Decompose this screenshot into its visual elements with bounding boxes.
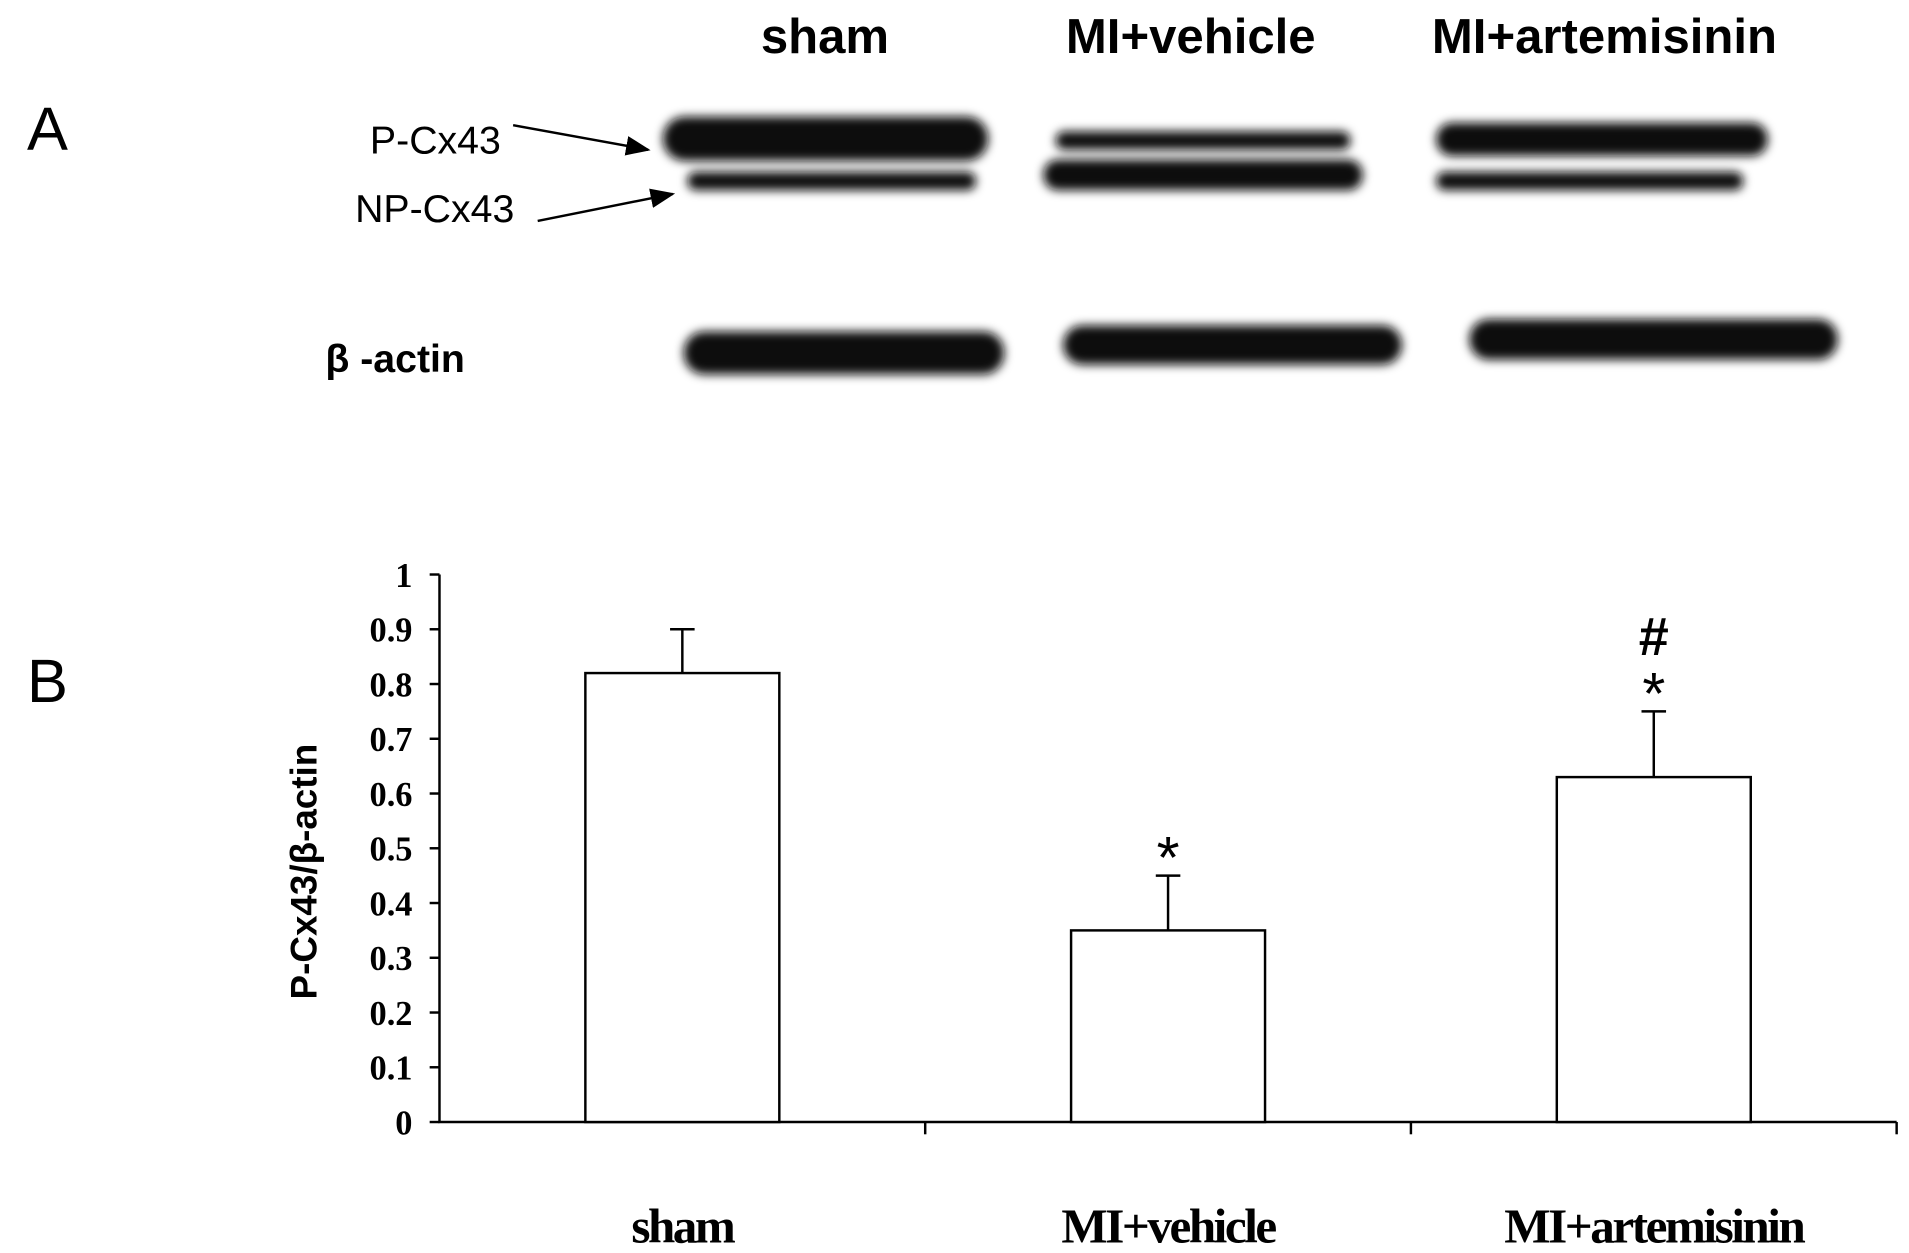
band bbox=[1436, 171, 1744, 191]
band bbox=[1043, 159, 1363, 191]
band bbox=[1063, 325, 1402, 365]
y-tick-label: 0.8 bbox=[370, 666, 413, 704]
band-label: NP-Cx43 bbox=[355, 187, 514, 231]
lane-label: sham bbox=[761, 10, 889, 64]
x-tick-label: sham bbox=[631, 1198, 736, 1253]
significance-mark: # bbox=[1639, 607, 1669, 667]
x-tick-label: MI+vehicle bbox=[1061, 1198, 1276, 1253]
y-tick-label: 1 bbox=[395, 557, 412, 595]
y-tick-label: 0.4 bbox=[370, 885, 413, 923]
panel-label: B bbox=[27, 647, 68, 716]
significance-mark: * bbox=[1642, 662, 1665, 727]
bar bbox=[1555, 775, 1752, 1124]
band-label: β -actin bbox=[325, 337, 465, 381]
panel-label: A bbox=[27, 95, 68, 164]
blot bbox=[662, 116, 1838, 375]
y-tick-label: 0.9 bbox=[370, 612, 413, 650]
lane-label: MI+vehicle bbox=[1066, 10, 1316, 64]
band bbox=[687, 171, 976, 191]
significance-mark: * bbox=[1157, 826, 1180, 891]
y-axis-title: P-Cx43/β-actin bbox=[284, 744, 325, 1000]
band bbox=[683, 331, 1005, 375]
band bbox=[1436, 122, 1768, 156]
band bbox=[1469, 319, 1838, 360]
error-bar bbox=[670, 628, 695, 674]
arrow bbox=[537, 188, 676, 223]
bar bbox=[584, 671, 781, 1124]
band bbox=[662, 116, 989, 161]
bar bbox=[1069, 929, 1267, 1124]
lane-label: MI+artemisinin bbox=[1432, 10, 1777, 64]
y-tick-label: 0.6 bbox=[370, 776, 413, 814]
y-tick-label: 0 bbox=[395, 1104, 412, 1142]
y-tick-label: 0.5 bbox=[370, 831, 413, 869]
arrow bbox=[512, 124, 651, 156]
y-tick-label: 0.1 bbox=[370, 1050, 413, 1088]
x-tick-label: MI+artemisinin bbox=[1504, 1198, 1805, 1253]
error-bar bbox=[1641, 710, 1667, 778]
error-bar bbox=[1155, 874, 1181, 931]
y-tick-label: 0.3 bbox=[370, 940, 413, 978]
band-label: P-Cx43 bbox=[370, 118, 501, 162]
band bbox=[1055, 131, 1351, 150]
y-tick-label: 0.2 bbox=[370, 995, 413, 1033]
y-tick-label: 0.7 bbox=[370, 721, 413, 759]
